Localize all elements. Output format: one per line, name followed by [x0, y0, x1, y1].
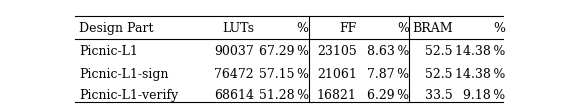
Text: 33.5: 33.5: [425, 89, 453, 102]
Text: 7.87 %: 7.87 %: [367, 68, 409, 81]
Text: 21061: 21061: [317, 68, 357, 81]
Text: 51.28 %: 51.28 %: [259, 89, 309, 102]
Text: 67.29 %: 67.29 %: [259, 45, 309, 58]
Text: %: %: [494, 22, 505, 35]
Text: 9.18 %: 9.18 %: [463, 89, 505, 102]
Text: LUTs: LUTs: [222, 22, 254, 35]
Text: %: %: [297, 22, 309, 35]
Text: BRAM: BRAM: [412, 22, 453, 35]
Text: Picnic-L1: Picnic-L1: [79, 45, 138, 58]
Text: 90037: 90037: [214, 45, 254, 58]
Text: %: %: [397, 22, 409, 35]
Text: 14.38 %: 14.38 %: [455, 45, 505, 58]
Text: 23105: 23105: [317, 45, 357, 58]
Text: 76472: 76472: [214, 68, 254, 81]
Text: 6.29 %: 6.29 %: [367, 89, 409, 102]
Text: Picnic-L1-sign: Picnic-L1-sign: [79, 68, 169, 81]
Text: 68614: 68614: [214, 89, 254, 102]
Text: Design Part: Design Part: [79, 22, 154, 35]
Text: 52.5: 52.5: [425, 68, 453, 81]
Text: 57.15 %: 57.15 %: [259, 68, 309, 81]
Text: 8.63 %: 8.63 %: [367, 45, 409, 58]
Text: FF: FF: [340, 22, 357, 35]
Text: 52.5: 52.5: [425, 45, 453, 58]
Text: 14.38 %: 14.38 %: [455, 68, 505, 81]
Text: 16821: 16821: [317, 89, 357, 102]
Text: Picnic-L1-verify: Picnic-L1-verify: [79, 89, 178, 102]
